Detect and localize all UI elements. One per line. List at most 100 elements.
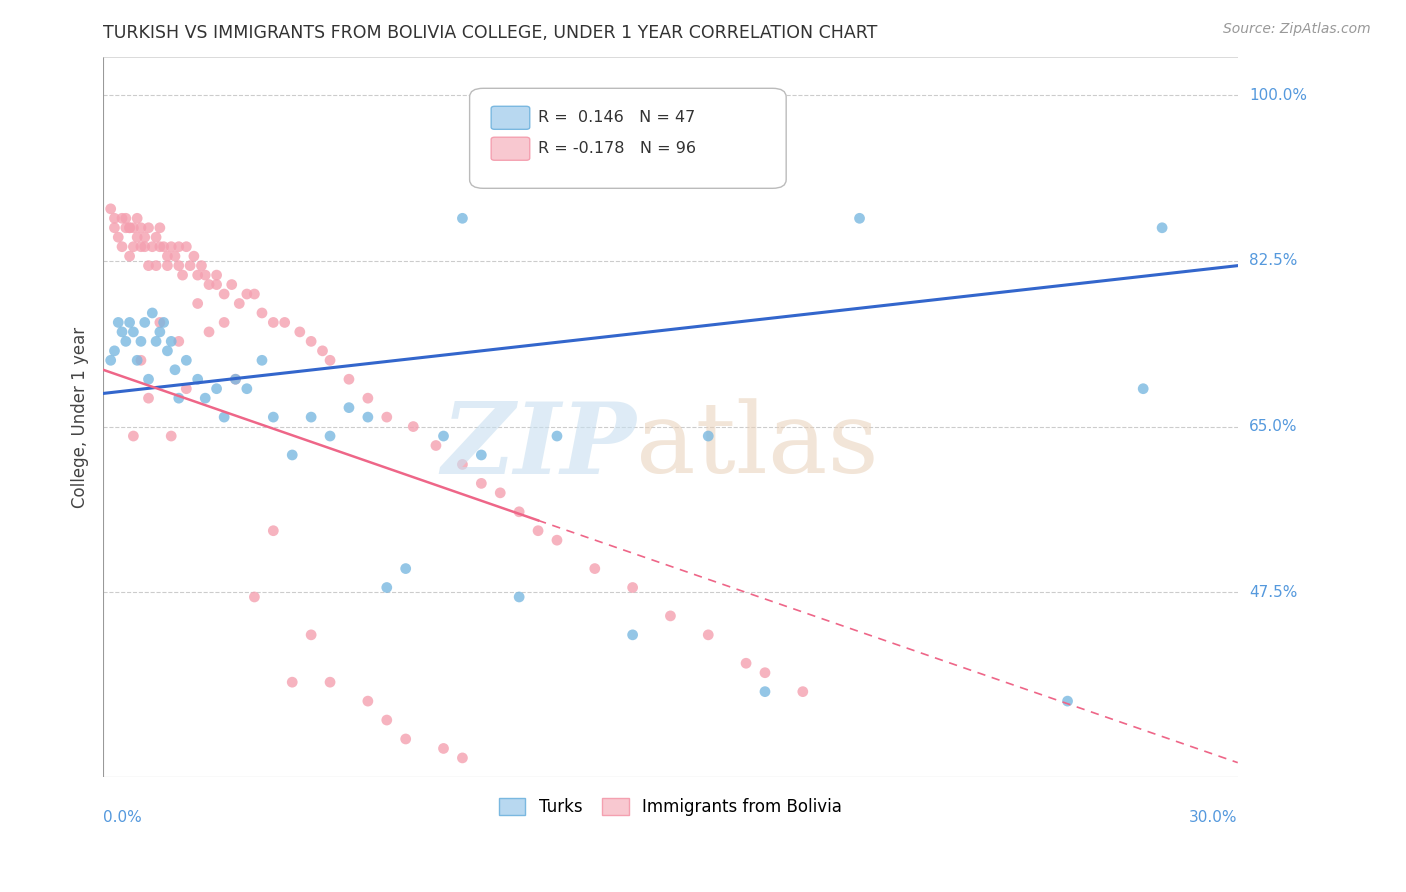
Point xyxy=(167,259,190,273)
Point xyxy=(194,391,217,405)
Point xyxy=(527,524,550,538)
Point xyxy=(250,306,273,320)
Point xyxy=(103,220,125,235)
Point xyxy=(187,268,209,282)
Point xyxy=(145,334,167,349)
Point xyxy=(395,561,418,575)
Point xyxy=(224,372,246,386)
Point xyxy=(470,476,492,491)
Point xyxy=(337,401,360,415)
Point xyxy=(508,590,530,604)
Text: 100.0%: 100.0% xyxy=(1249,87,1308,103)
Point xyxy=(114,334,136,349)
Point xyxy=(205,268,228,282)
Point xyxy=(145,230,167,244)
Point xyxy=(281,675,304,690)
Point xyxy=(375,713,398,727)
Point xyxy=(546,533,568,548)
Point xyxy=(163,363,186,377)
Point xyxy=(205,382,228,396)
Point xyxy=(138,372,160,386)
Point xyxy=(114,211,136,226)
Point xyxy=(134,230,156,244)
Point xyxy=(243,590,266,604)
Point xyxy=(212,410,235,425)
Point xyxy=(357,410,380,425)
Point xyxy=(243,287,266,301)
Point xyxy=(122,429,145,443)
Point xyxy=(451,751,474,765)
Text: TURKISH VS IMMIGRANTS FROM BOLIVIA COLLEGE, UNDER 1 YEAR CORRELATION CHART: TURKISH VS IMMIGRANTS FROM BOLIVIA COLLE… xyxy=(103,24,877,42)
Point xyxy=(194,268,217,282)
Point xyxy=(149,315,172,329)
Point xyxy=(224,372,246,386)
Point xyxy=(176,353,198,368)
Point xyxy=(754,684,776,698)
Point xyxy=(138,391,160,405)
Text: R =  0.146   N = 47: R = 0.146 N = 47 xyxy=(537,110,695,125)
Point xyxy=(160,240,183,254)
Point xyxy=(107,315,129,329)
Point xyxy=(319,353,342,368)
Point xyxy=(288,325,311,339)
Point xyxy=(100,202,122,216)
Y-axis label: College, Under 1 year: College, Under 1 year xyxy=(72,326,89,508)
Point xyxy=(141,306,163,320)
Point xyxy=(621,581,644,595)
Text: Source: ZipAtlas.com: Source: ZipAtlas.com xyxy=(1223,22,1371,37)
Point xyxy=(176,382,198,396)
Point xyxy=(127,353,149,368)
Point xyxy=(103,343,125,358)
Point xyxy=(299,410,322,425)
Point xyxy=(508,505,530,519)
Text: R = -0.178   N = 96: R = -0.178 N = 96 xyxy=(537,141,696,155)
Point xyxy=(111,211,134,226)
Point xyxy=(848,211,870,226)
Point xyxy=(138,220,160,235)
Point xyxy=(156,249,179,263)
Text: ZIP: ZIP xyxy=(441,398,637,494)
Point xyxy=(375,581,398,595)
Point xyxy=(187,296,209,310)
Point xyxy=(183,249,205,263)
Text: 0.0%: 0.0% xyxy=(103,810,142,825)
Point xyxy=(583,561,606,575)
Point xyxy=(697,628,720,642)
Point xyxy=(156,343,179,358)
Point xyxy=(127,230,149,244)
Point xyxy=(1056,694,1078,708)
Point xyxy=(156,259,179,273)
Point xyxy=(228,296,250,310)
Point xyxy=(273,315,295,329)
Point xyxy=(659,608,682,623)
Point xyxy=(375,410,398,425)
Point xyxy=(311,343,333,358)
Point xyxy=(149,240,172,254)
Point xyxy=(167,240,190,254)
Point xyxy=(100,353,122,368)
Point xyxy=(697,429,720,443)
Text: atlas: atlas xyxy=(637,398,879,494)
FancyBboxPatch shape xyxy=(491,106,530,129)
Point xyxy=(357,391,380,405)
Point xyxy=(451,458,474,472)
Point xyxy=(141,240,163,254)
Point xyxy=(754,665,776,680)
Point xyxy=(129,334,152,349)
Point xyxy=(160,429,183,443)
Point xyxy=(122,325,145,339)
Point xyxy=(107,230,129,244)
Point xyxy=(1132,382,1154,396)
Point xyxy=(114,220,136,235)
Point xyxy=(152,315,174,329)
Point xyxy=(250,353,273,368)
Point xyxy=(281,448,304,462)
Point xyxy=(118,315,141,329)
Point xyxy=(425,438,447,452)
Point xyxy=(1152,220,1174,235)
Point xyxy=(129,220,152,235)
Point xyxy=(319,675,342,690)
Text: 65.0%: 65.0% xyxy=(1249,419,1298,434)
Point xyxy=(118,220,141,235)
Point xyxy=(212,315,235,329)
